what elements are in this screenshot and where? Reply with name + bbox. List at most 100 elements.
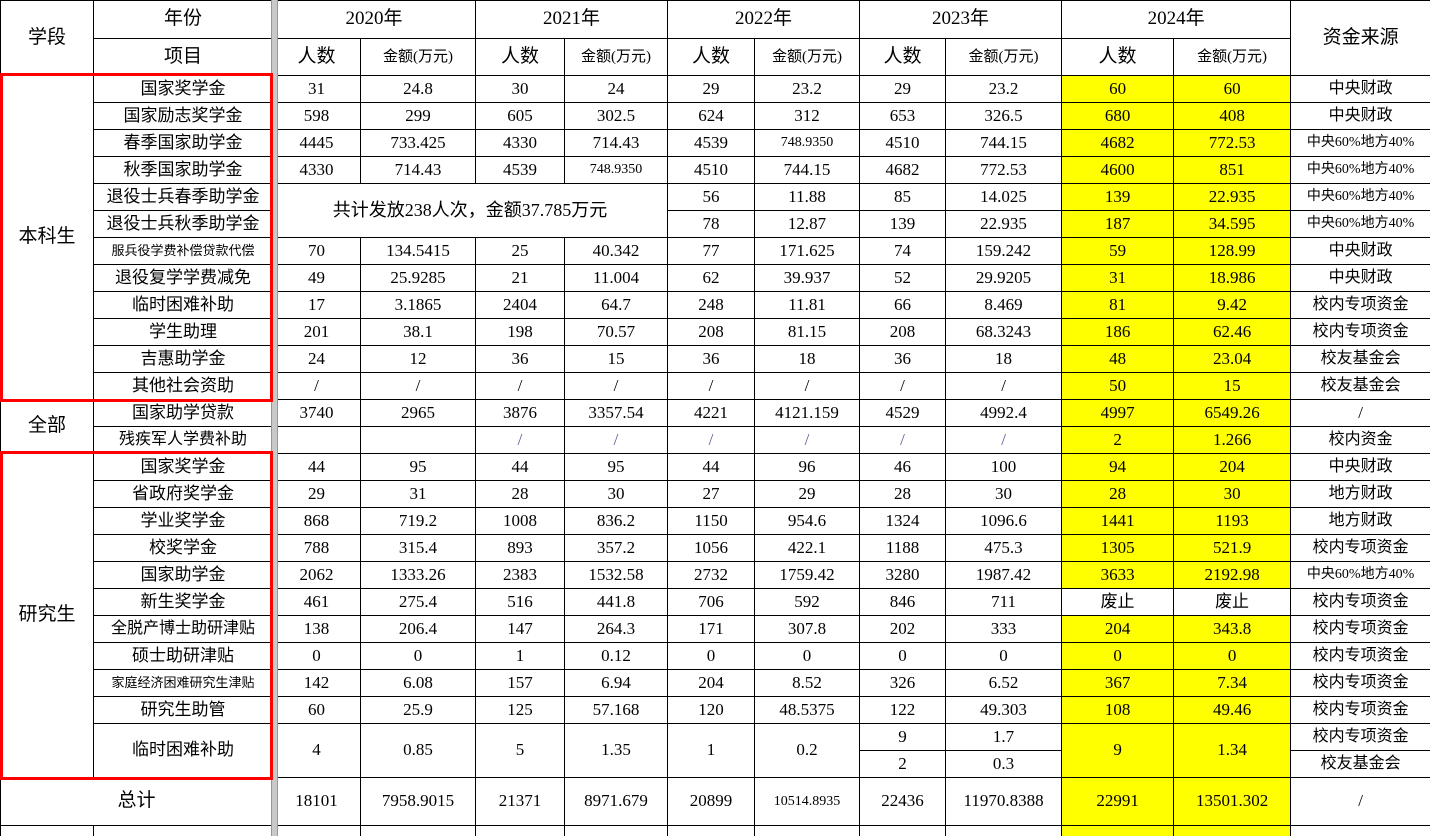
cell[interactable]: 122 xyxy=(859,696,947,724)
cell[interactable]: 29 xyxy=(859,75,947,103)
source-cell[interactable]: 校友基金会 xyxy=(1290,750,1430,778)
cell[interactable] xyxy=(359,825,477,836)
cell[interactable]: 0.2 xyxy=(754,723,861,778)
source-cell[interactable]: / xyxy=(1290,399,1430,427)
cell[interactable]: 44 xyxy=(272,453,361,481)
cell[interactable]: 299 xyxy=(359,102,477,130)
cell[interactable]: 36 xyxy=(859,345,947,373)
header-year-2023[interactable]: 2023年 xyxy=(859,0,1063,39)
cell[interactable]: 56 xyxy=(667,183,756,211)
cell[interactable]: / xyxy=(272,372,361,400)
cell[interactable]: 1333.26 xyxy=(359,561,477,589)
source-cell[interactable]: 校友基金会 xyxy=(1290,372,1430,400)
source-cell[interactable]: 校内专项资金 xyxy=(1290,642,1430,670)
cell-2024[interactable]: 128.99 xyxy=(1173,237,1292,265)
cell-2024[interactable]: 204 xyxy=(1173,453,1292,481)
cell[interactable]: 1096.6 xyxy=(945,507,1063,535)
cell-2024[interactable]: 1.34 xyxy=(1173,723,1292,778)
source-cell[interactable]: 中央财政 xyxy=(1290,75,1430,103)
cell[interactable]: 461 xyxy=(272,588,361,616)
cell[interactable]: 28 xyxy=(475,480,566,508)
header-amount-2021[interactable]: 金额(万元) xyxy=(564,38,669,76)
cell[interactable]: 66 xyxy=(859,291,947,319)
cell[interactable]: 171.625 xyxy=(754,237,861,265)
cell[interactable]: 357.2 xyxy=(564,534,669,562)
cell[interactable] xyxy=(272,426,361,454)
cell[interactable]: 1 xyxy=(475,642,566,670)
cell[interactable]: 74 xyxy=(859,237,947,265)
cell[interactable]: 18101 xyxy=(272,777,361,826)
cell[interactable]: / xyxy=(945,372,1063,400)
cell[interactable]: 96 xyxy=(754,453,861,481)
cell[interactable]: / xyxy=(667,426,756,454)
cell[interactable]: 0 xyxy=(859,642,947,670)
row-item-label[interactable]: 硕士助研津贴 xyxy=(93,642,273,670)
cell[interactable]: 4682 xyxy=(859,156,947,184)
cell[interactable]: 1987.42 xyxy=(945,561,1063,589)
cell[interactable]: 25.9 xyxy=(359,696,477,724)
cell[interactable]: 64.7 xyxy=(564,291,669,319)
cell[interactable]: 1324 xyxy=(859,507,947,535)
cell[interactable]: 8.469 xyxy=(945,291,1063,319)
cell[interactable]: 68.3243 xyxy=(945,318,1063,346)
cell[interactable]: 0 xyxy=(359,642,477,670)
cell[interactable]: 36 xyxy=(667,345,756,373)
source-cell[interactable]: 地方财政 xyxy=(1290,480,1430,508)
cell-2024[interactable]: 408 xyxy=(1173,102,1292,130)
cell-2024[interactable]: 1.266 xyxy=(1173,426,1292,454)
cell[interactable]: 516 xyxy=(475,588,566,616)
header-source[interactable]: 资金来源 xyxy=(1290,0,1430,76)
cell[interactable] xyxy=(272,825,361,836)
merged-note-cell[interactable]: 共计发放238人次，金额37.785万元 xyxy=(271,183,669,238)
cell-2024[interactable]: 62.46 xyxy=(1173,318,1292,346)
cell[interactable]: 11970.8388 xyxy=(945,777,1063,826)
cell[interactable]: 31 xyxy=(272,75,361,103)
cell[interactable]: 40.342 xyxy=(564,237,669,265)
cell[interactable]: 52 xyxy=(859,264,947,292)
cell[interactable]: 4445 xyxy=(272,129,361,157)
source-cell[interactable]: 中央财政 xyxy=(1290,102,1430,130)
cell[interactable]: 24.8 xyxy=(359,75,477,103)
cell[interactable]: 22.935 xyxy=(945,210,1063,238)
cell[interactable]: 2 xyxy=(859,750,947,778)
cell[interactable]: 846 xyxy=(859,588,947,616)
cell-2024[interactable]: 18.986 xyxy=(1173,264,1292,292)
cell[interactable]: 714.43 xyxy=(564,129,669,157)
cell[interactable]: 653 xyxy=(859,102,947,130)
cell[interactable]: 1056 xyxy=(667,534,756,562)
row-item-label[interactable]: 退役士兵春季助学金 xyxy=(93,183,273,211)
cell[interactable]: 57.168 xyxy=(564,696,669,724)
cell[interactable] xyxy=(1290,825,1430,836)
cell[interactable]: 719.2 xyxy=(359,507,477,535)
cell[interactable]: 714.43 xyxy=(359,156,477,184)
cell[interactable]: 1188 xyxy=(859,534,947,562)
cell[interactable]: 8.52 xyxy=(754,669,861,697)
row-item-label[interactable]: 国家奖学金 xyxy=(93,453,273,481)
header-amount-2023[interactable]: 金额(万元) xyxy=(945,38,1063,76)
cell[interactable]: 49.303 xyxy=(945,696,1063,724)
cell-2024[interactable]: 23.04 xyxy=(1173,345,1292,373)
cell-2024-abolished[interactable]: 废止 xyxy=(1173,588,1292,616)
cell[interactable]: 95 xyxy=(359,453,477,481)
cell[interactable]: 836.2 xyxy=(564,507,669,535)
cell[interactable]: 333 xyxy=(945,615,1063,643)
cell-2024[interactable]: 50 xyxy=(1061,372,1175,400)
cell[interactable] xyxy=(667,825,756,836)
cell[interactable]: 48.5375 xyxy=(754,696,861,724)
cell[interactable]: 202 xyxy=(859,615,947,643)
cell[interactable]: 8971.679 xyxy=(564,777,669,826)
cell[interactable]: 893 xyxy=(475,534,566,562)
cell[interactable]: / xyxy=(754,426,861,454)
cell[interactable]: 706 xyxy=(667,588,756,616)
cell[interactable]: 302.5 xyxy=(564,102,669,130)
cell-2024[interactable]: 108 xyxy=(1061,696,1175,724)
cell-2024[interactable]: 4600 xyxy=(1061,156,1175,184)
cell-2024[interactable]: 3633 xyxy=(1061,561,1175,589)
cell[interactable]: 1.35 xyxy=(564,723,669,778)
cell[interactable] xyxy=(0,825,94,836)
source-cell[interactable]: 校内专项资金 xyxy=(1290,615,1430,643)
cell[interactable]: 4992.4 xyxy=(945,399,1063,427)
cell[interactable]: 125 xyxy=(475,696,566,724)
header-people-2023[interactable]: 人数 xyxy=(859,38,947,76)
cell[interactable]: 744.15 xyxy=(945,129,1063,157)
